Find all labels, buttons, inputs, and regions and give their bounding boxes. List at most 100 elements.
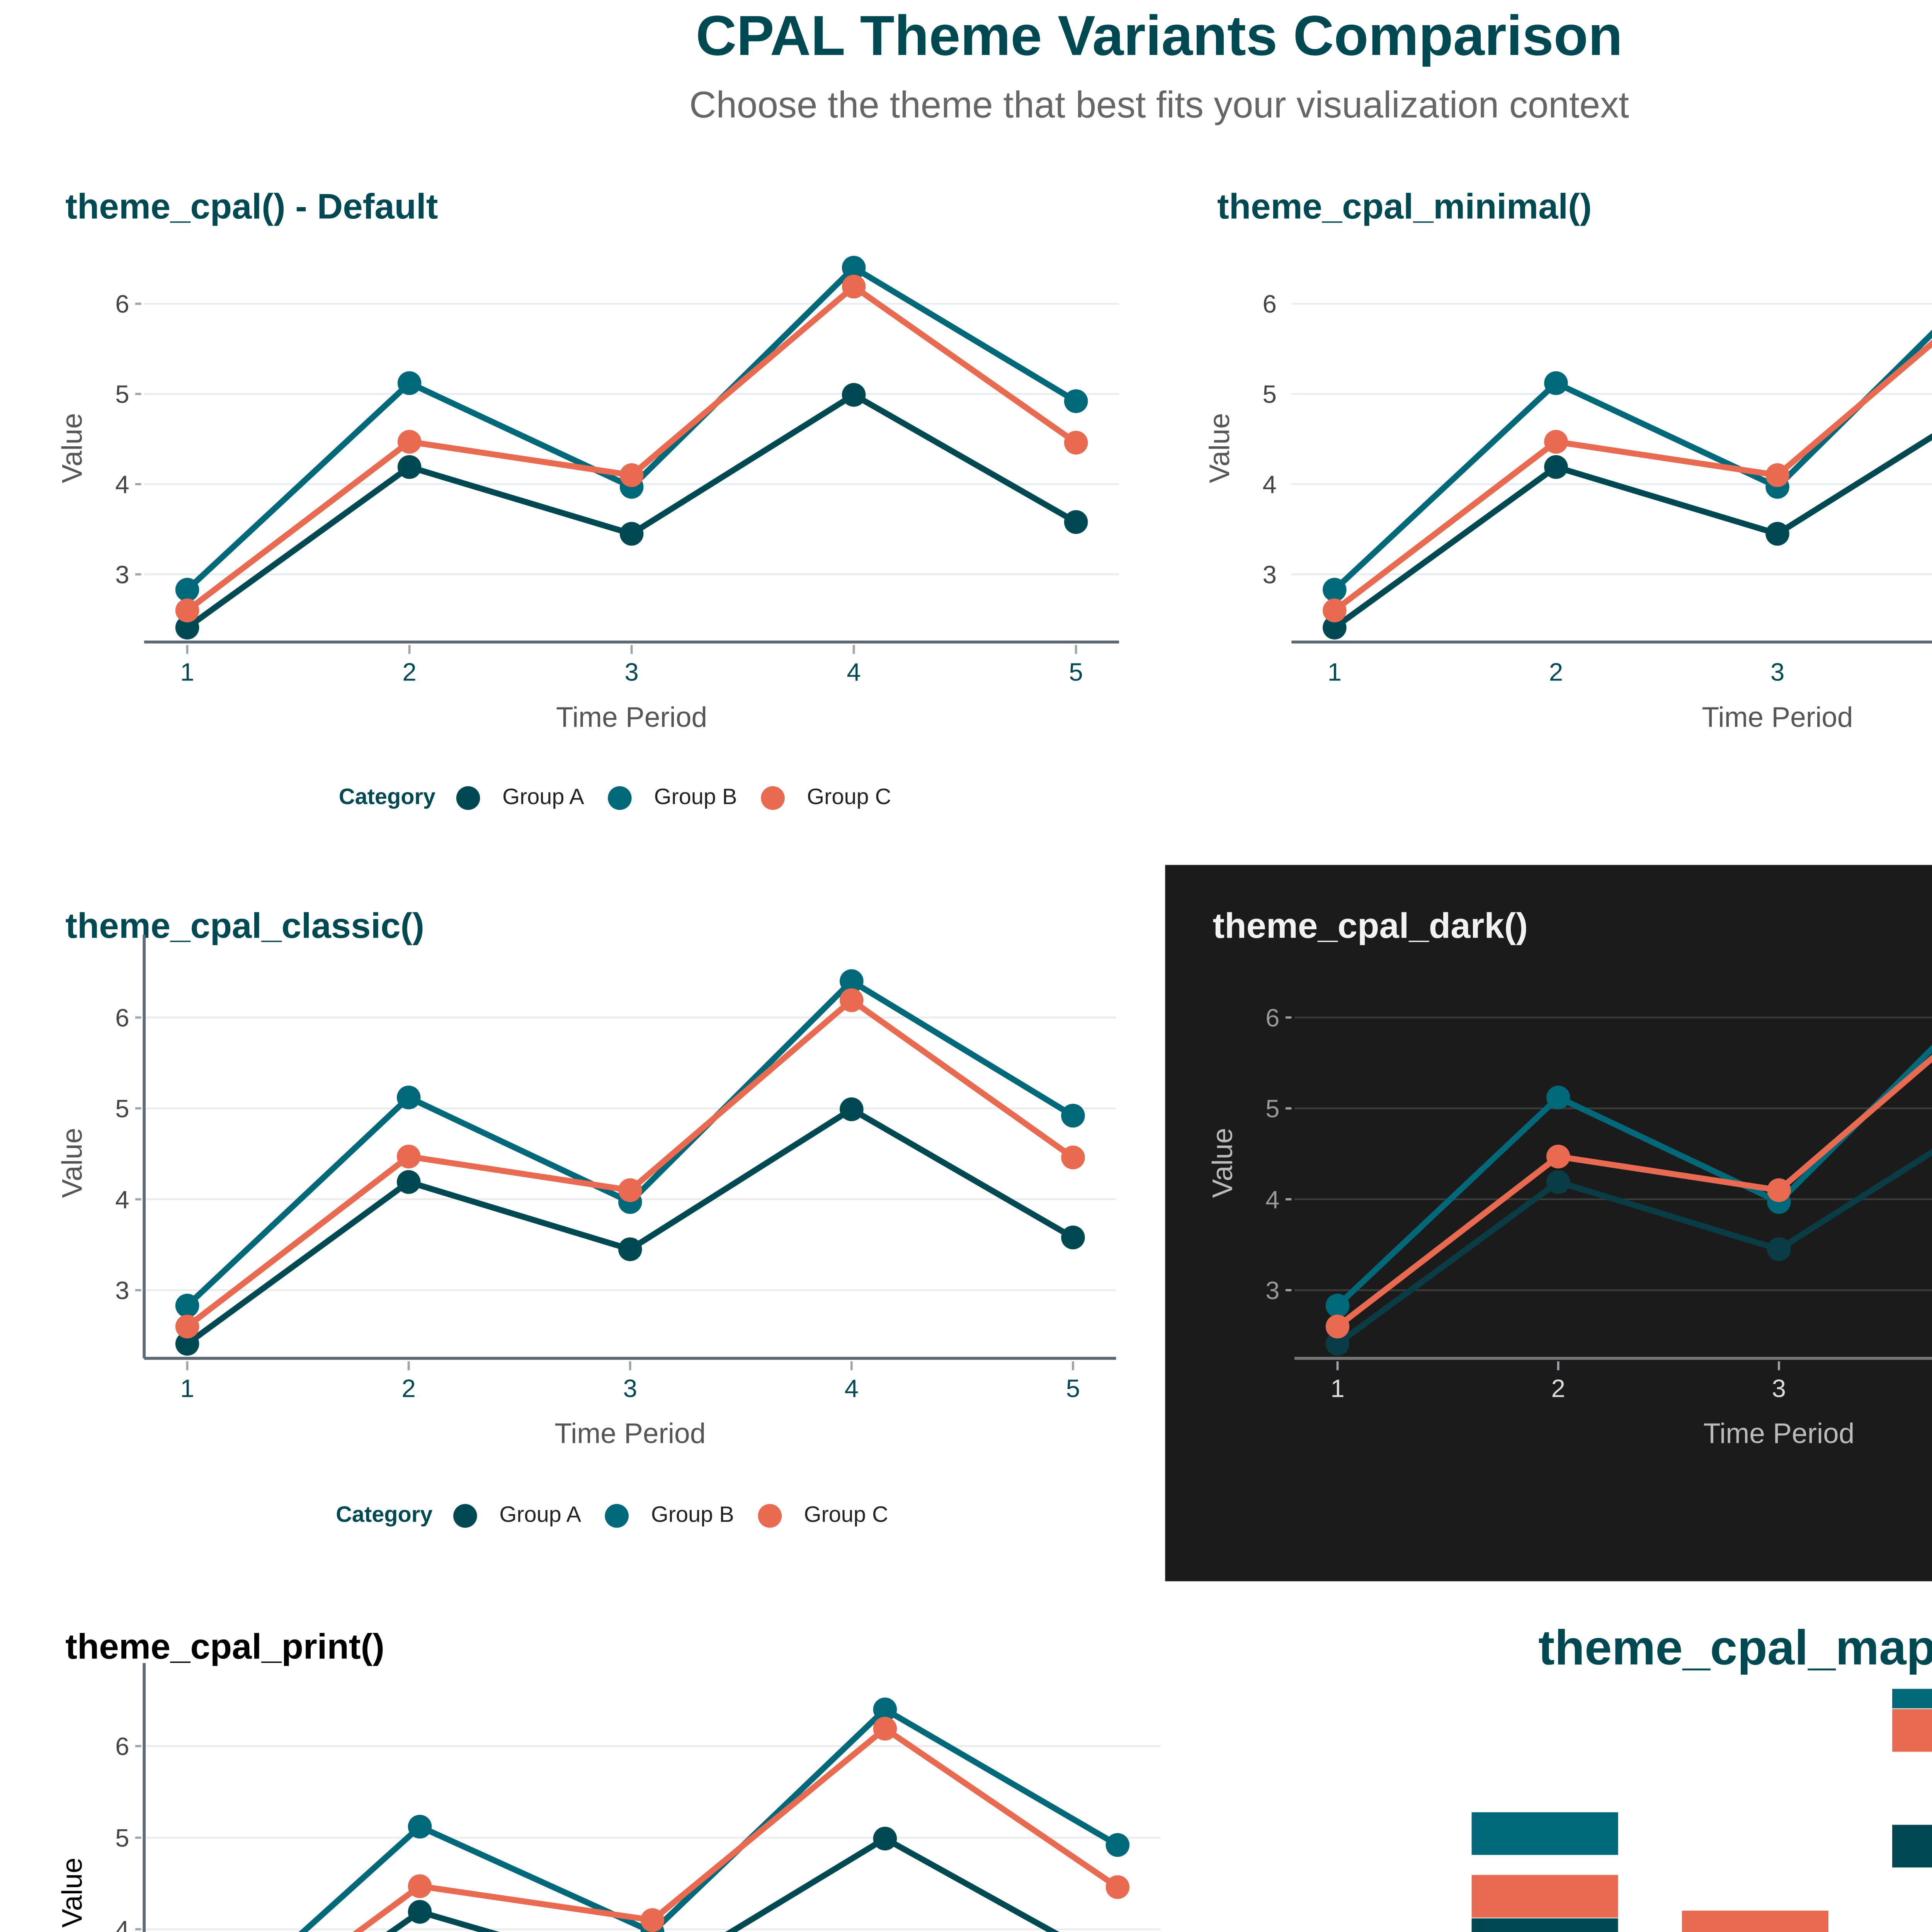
data-point-group-b (640, 1920, 665, 1932)
series-line-group-b (1332, 330, 1932, 592)
data-point-group-c (1064, 430, 1088, 455)
data-point-group-b (619, 475, 644, 499)
legend: Category Group A Group B Group C (339, 785, 915, 810)
legend-label: Group C (807, 784, 891, 810)
data-point-group-c (396, 1145, 421, 1168)
data-point-group-a (408, 1900, 432, 1924)
map-tile-group-c (1681, 1910, 1829, 1932)
data-point-group-a (619, 522, 644, 546)
series-line-group-c (1333, 339, 1932, 613)
x-tick-label: 3 (624, 658, 638, 686)
data-point-group-c (640, 1908, 665, 1932)
y-tick-label: 5 (115, 380, 129, 408)
legend-label: Group A (499, 1502, 582, 1528)
map-tile-group-b (1681, 1922, 1829, 1932)
x-tick-label: 1 (180, 1374, 194, 1402)
series-line-group-c (352, 1726, 1119, 1932)
y-axis-title: Value (57, 1128, 88, 1198)
x-tick-label: 1 (1328, 658, 1342, 686)
legend-label: Group A (502, 784, 584, 810)
data-point-group-a (175, 1332, 199, 1356)
series-line-group-a (386, 1835, 1060, 1932)
data-point-group-b (408, 1815, 432, 1839)
legend-swatch (456, 785, 480, 810)
legend-title: Category (338, 784, 436, 810)
y-tick-label: 5 (115, 1824, 129, 1852)
figure-subtitle: Choose the theme that best fits your vis… (689, 85, 1629, 126)
legend-item: Group B (608, 785, 737, 810)
y-tick-label: 6 (1262, 290, 1276, 318)
map-tile-group-b (1471, 1811, 1619, 1856)
legend: Category Group A Group B Group C (336, 1502, 912, 1527)
series-line-group-a (185, 392, 1078, 630)
series-line-group-b (185, 265, 1078, 592)
panel-title: theme_cpal_classic() (65, 906, 424, 947)
panel-title: theme_cpal_minimal() (1217, 187, 1592, 228)
legend-title: Category (336, 1502, 433, 1528)
x-tick-label: 2 (402, 658, 416, 686)
y-tick-label: 6 (115, 1003, 129, 1032)
y-tick-label: 3 (115, 561, 129, 589)
x-tick-label: 4 (845, 1374, 859, 1402)
series-line-group-b (298, 1706, 1119, 1932)
data-point-group-b (1105, 1833, 1130, 1857)
data-point-group-a (618, 1237, 642, 1261)
data-point-group-c (619, 463, 644, 487)
data-point-group-c (1765, 463, 1789, 487)
x-tick-label: 1 (180, 658, 194, 686)
data-point-group-c (840, 988, 864, 1012)
data-point-group-b (1061, 1104, 1085, 1128)
data-point-group-a (1323, 616, 1347, 639)
y-tick-label: 4 (1262, 470, 1276, 498)
panel-title: theme_cpal() - Default (65, 187, 438, 228)
data-point-group-a (175, 616, 199, 639)
legend-swatch (605, 1503, 629, 1527)
data-point-group-b (175, 578, 199, 602)
legend-swatch (761, 785, 785, 810)
legend-swatch (758, 1503, 782, 1527)
data-point-group-a (873, 1827, 897, 1850)
x-tick-label: 2 (402, 1374, 416, 1402)
legend-label: Group B (654, 784, 737, 810)
x-tick-label: 4 (847, 658, 861, 686)
y-tick-label: 3 (115, 1276, 129, 1304)
data-point-group-c (175, 1315, 199, 1338)
x-axis-title: Time Period (556, 702, 707, 733)
legend-item: Group C (758, 1502, 888, 1528)
data-point-group-c (175, 599, 199, 622)
data-point-group-a (1765, 522, 1789, 546)
data-point-group-c (1323, 599, 1347, 622)
y-axis-title: Value (57, 1857, 88, 1927)
data-point-group-b (842, 255, 866, 280)
series-line-group-b (185, 978, 1075, 1308)
data-point-group-c (1061, 1145, 1085, 1170)
legend-swatch (453, 1503, 477, 1527)
legend-item: Group A (453, 1502, 582, 1528)
data-point-group-c (873, 1717, 897, 1741)
legend-item: Group C (761, 785, 891, 810)
y-tick-label: 5 (1262, 380, 1276, 408)
series-line-group-a (1333, 433, 1932, 630)
legend-label: Group C (804, 1502, 888, 1528)
legend-swatch (608, 785, 632, 810)
x-axis-title: Time Period (1702, 702, 1853, 733)
y-tick-label: 6 (115, 1732, 129, 1760)
x-tick-label: 5 (1066, 1374, 1080, 1402)
data-point-group-a (396, 1170, 421, 1194)
y-axis-title: Value (1204, 413, 1235, 483)
x-axis-title: Time Period (554, 1418, 706, 1449)
series-line-group-c (185, 284, 1078, 613)
y-tick-label: 6 (115, 290, 129, 318)
data-point-group-a (397, 455, 422, 479)
data-point-group-a (1061, 1225, 1085, 1250)
x-tick-label: 3 (623, 1374, 637, 1402)
series-line-group-a (185, 1106, 1075, 1346)
dark-panel-background (1165, 865, 1932, 1582)
y-tick-label: 5 (115, 1095, 129, 1123)
legend-item: Group B (605, 1502, 734, 1528)
data-point-group-c (618, 1178, 642, 1202)
data-point-group-b (873, 1697, 897, 1721)
x-tick-label: 3 (1770, 658, 1784, 686)
map-tile-group-a (1891, 1824, 1932, 1868)
